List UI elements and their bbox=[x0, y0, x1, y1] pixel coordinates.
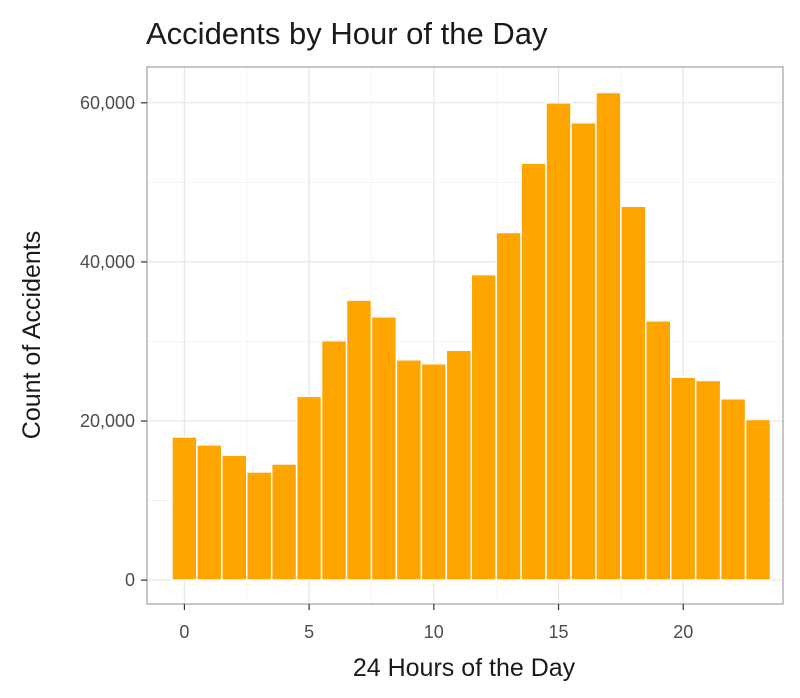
bar-hour-22 bbox=[719, 397, 747, 581]
bar-hour-21 bbox=[694, 379, 722, 581]
chart-title: Accidents by Hour of the Day bbox=[146, 16, 548, 51]
y-tick-label: 20,000 bbox=[80, 411, 135, 431]
bar-hour-11 bbox=[445, 349, 472, 581]
y-tick-label: 0 bbox=[125, 570, 135, 590]
y-axis-label: Count of Accidents bbox=[18, 231, 46, 439]
bar-hour-23 bbox=[744, 418, 772, 581]
bar-hour-6 bbox=[320, 339, 348, 581]
y-tick-label: 40,000 bbox=[80, 252, 135, 272]
bar-hour-17 bbox=[595, 91, 622, 581]
y-axis-ticks: 0 20,000 40,000 60,000 bbox=[80, 93, 147, 590]
bar-hour-14 bbox=[520, 162, 547, 581]
bar-hour-1 bbox=[196, 444, 223, 581]
bar-hour-9 bbox=[395, 359, 423, 581]
bar-hour-16 bbox=[570, 121, 597, 581]
bar-hour-7 bbox=[345, 299, 373, 581]
bars bbox=[171, 91, 772, 581]
x-axis-label: 24 Hours of the Day bbox=[353, 654, 576, 682]
x-tick-label: 5 bbox=[304, 622, 314, 642]
x-tick-label: 20 bbox=[673, 622, 693, 642]
bar-hour-19 bbox=[645, 320, 672, 581]
y-tick-label: 60,000 bbox=[80, 93, 135, 113]
plot-panel-border bbox=[146, 66, 784, 605]
bar-hour-8 bbox=[370, 316, 398, 581]
bar-hour-0 bbox=[171, 436, 198, 581]
bar-hour-3 bbox=[246, 471, 273, 581]
bar-hour-15 bbox=[545, 102, 572, 581]
x-tick-label: 15 bbox=[549, 622, 569, 642]
x-tick-label: 10 bbox=[424, 622, 444, 642]
bar-hour-2 bbox=[221, 454, 248, 581]
bar-hour-5 bbox=[295, 395, 323, 581]
bar-hour-12 bbox=[470, 273, 497, 581]
bar-hour-13 bbox=[495, 231, 522, 581]
bar-hour-4 bbox=[270, 463, 298, 581]
bar-hour-20 bbox=[670, 376, 697, 581]
bar-hour-10 bbox=[420, 362, 448, 581]
x-tick-label: 0 bbox=[179, 622, 189, 642]
x-axis-ticks: 0 5 10 15 20 bbox=[179, 604, 693, 642]
bar-hour-18 bbox=[620, 205, 647, 581]
